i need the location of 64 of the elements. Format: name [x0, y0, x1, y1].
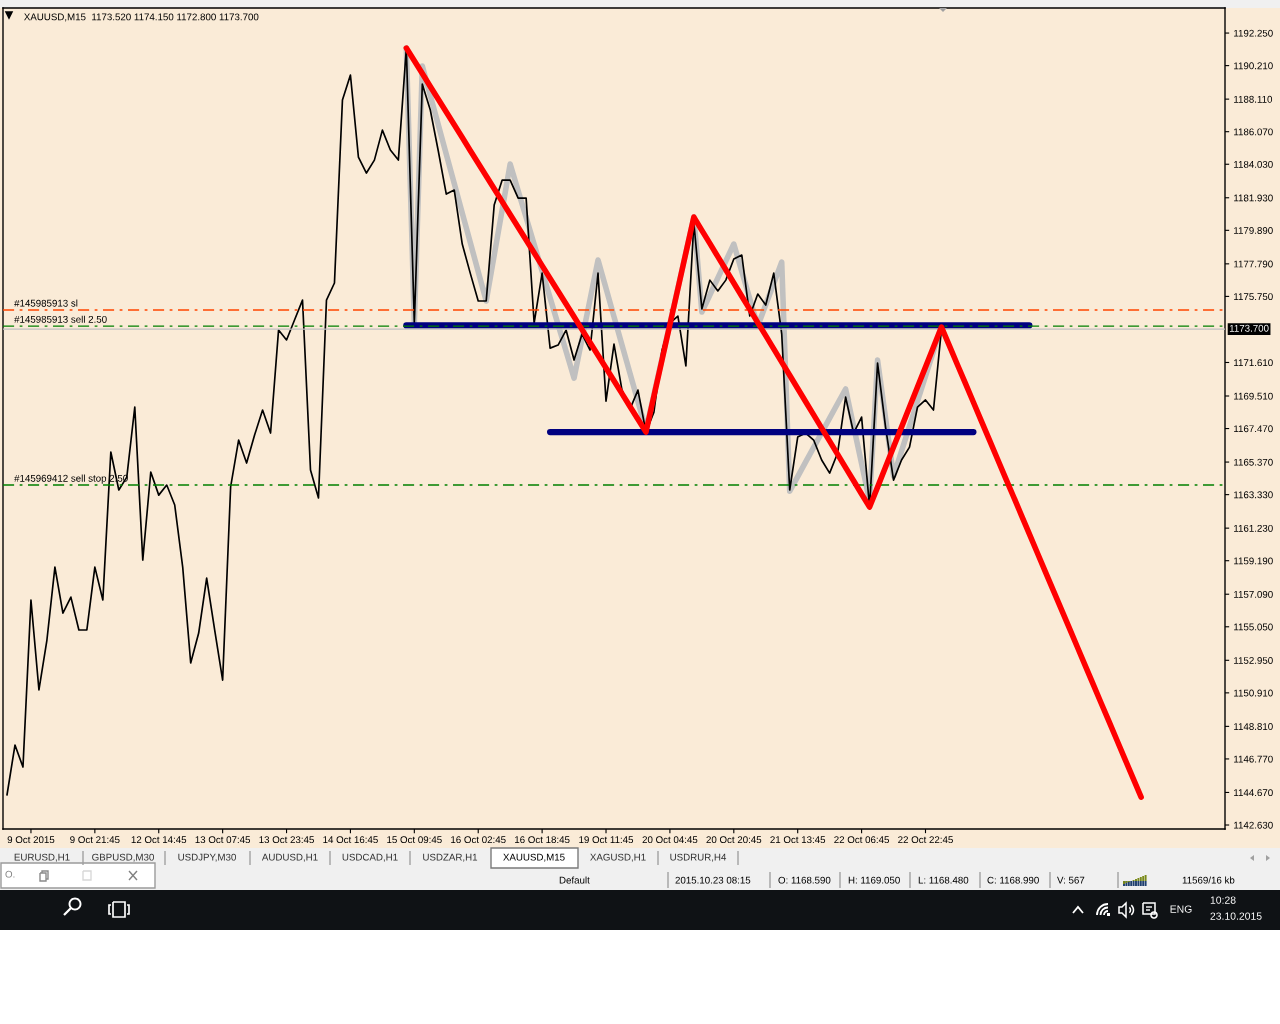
- x-tick-label: 19 Oct 11:45: [579, 836, 634, 844]
- x-tick-label: 16 Oct 02:45: [451, 836, 506, 844]
- y-tick-label: 1157.090: [1234, 590, 1273, 598]
- text: XAUUSD,M15: [503, 853, 565, 862]
- x-tick-label: 22 Oct 22:45: [898, 836, 953, 844]
- ref-line-label: #145985913 sell 2.50: [14, 315, 107, 323]
- y-tick-label: 1163.330: [1234, 491, 1273, 499]
- text: C: 1168.990: [987, 876, 1039, 884]
- y-tick-label: 1152.950: [1234, 657, 1273, 664]
- x-tick-label: 12 Oct 14:45: [131, 836, 187, 844]
- text: XAGUSD,H1: [590, 853, 646, 862]
- x-tick-label: 15 Oct 09:45: [387, 836, 442, 844]
- y-tick-label: 1171.610: [1234, 359, 1273, 367]
- y-tick-label: 1179.890: [1234, 227, 1273, 234]
- text: V: 567: [1057, 876, 1085, 884]
- text: EURUSD,H1: [14, 853, 70, 862]
- y-tick-label: 1142.630: [1234, 821, 1273, 829]
- x-tick-label: 20 Oct 20:45: [706, 836, 762, 844]
- y-tick-label: 1190.210: [1234, 62, 1273, 70]
- text: USDJPY,M30: [178, 853, 236, 862]
- y-tick-label: 1186.070: [1234, 128, 1273, 136]
- y-tick-label: 1192.250: [1234, 29, 1273, 37]
- y-tick-label: 1146.770: [1234, 755, 1273, 763]
- y-tick-label: 1165.370: [1234, 458, 1273, 466]
- text: O.: [5, 870, 15, 878]
- y-tick-label: 1161.230: [1234, 524, 1273, 532]
- x-tick-label: 16 Oct 18:45: [515, 836, 570, 844]
- text: GBPUSD,M30: [92, 853, 154, 862]
- text: ENG: [1170, 905, 1192, 913]
- x-tick-label: 9 Oct 2015: [7, 836, 55, 844]
- text: 2015.10.23 08:15: [675, 876, 751, 884]
- y-tick-label: 1188.110: [1234, 95, 1273, 103]
- text: Default: [559, 876, 590, 884]
- y-tick-label: 1167.470: [1234, 425, 1273, 433]
- y-tick-label: 1144.670: [1234, 789, 1273, 797]
- y-tick-label: 1175.750: [1234, 293, 1273, 301]
- text: 10:28: [1210, 896, 1236, 904]
- x-tick-label: 20 Oct 04:45: [642, 836, 698, 844]
- x-tick-label: 9 Oct 21:45: [70, 836, 120, 844]
- x-tick-label: 13 Oct 07:45: [195, 836, 251, 844]
- x-tick-label: 13 Oct 23:45: [259, 836, 314, 844]
- chart-title: XAUUSD,M15 1173.520 1174.150 1172.800 1173.700: [24, 13, 259, 22]
- text: USDZAR,H1: [423, 853, 478, 862]
- y-tick-label: 1148.810: [1234, 723, 1273, 730]
- y-tick-label: 1177.790: [1234, 260, 1273, 268]
- text: L: 1168.480: [918, 876, 969, 884]
- y-tick-label: 1150.910: [1234, 689, 1273, 697]
- text: USDCAD,H1: [342, 853, 398, 862]
- y-tick-label: 1184.030: [1234, 160, 1273, 168]
- text: USDRUR,H4: [670, 853, 727, 862]
- y-tick-label: 1155.050: [1234, 623, 1273, 631]
- text: O: 1168.590: [778, 876, 831, 884]
- ref-line-label: 1173.700: [1229, 324, 1269, 332]
- y-tick-label: 1181.930: [1234, 194, 1273, 202]
- text: 11569/16 kb: [1182, 876, 1235, 884]
- x-tick-label: 22 Oct 06:45: [834, 836, 890, 844]
- x-tick-label: 21 Oct 13:45: [770, 836, 826, 844]
- ref-line-label: #145985913 sl: [14, 299, 78, 307]
- x-tick-label: 14 Oct 16:45: [323, 836, 378, 844]
- text: H: 1169.050: [848, 876, 900, 884]
- y-tick-label: 1169.510: [1234, 392, 1273, 400]
- text: 23.10.2015: [1210, 912, 1262, 920]
- y-tick-label: 1159.190: [1234, 557, 1273, 565]
- text: AUDUSD,H1: [261, 853, 318, 862]
